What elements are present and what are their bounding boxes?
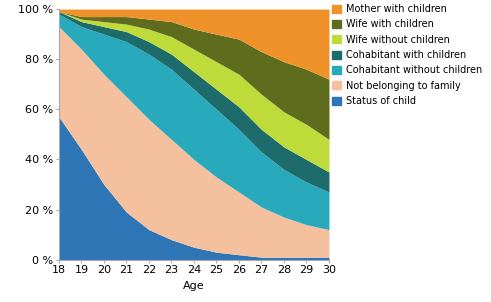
Legend: Mother with children, Wife with children, Wife without children, Cohabitant with: Mother with children, Wife with children… [332,4,483,106]
X-axis label: Age: Age [183,281,205,291]
